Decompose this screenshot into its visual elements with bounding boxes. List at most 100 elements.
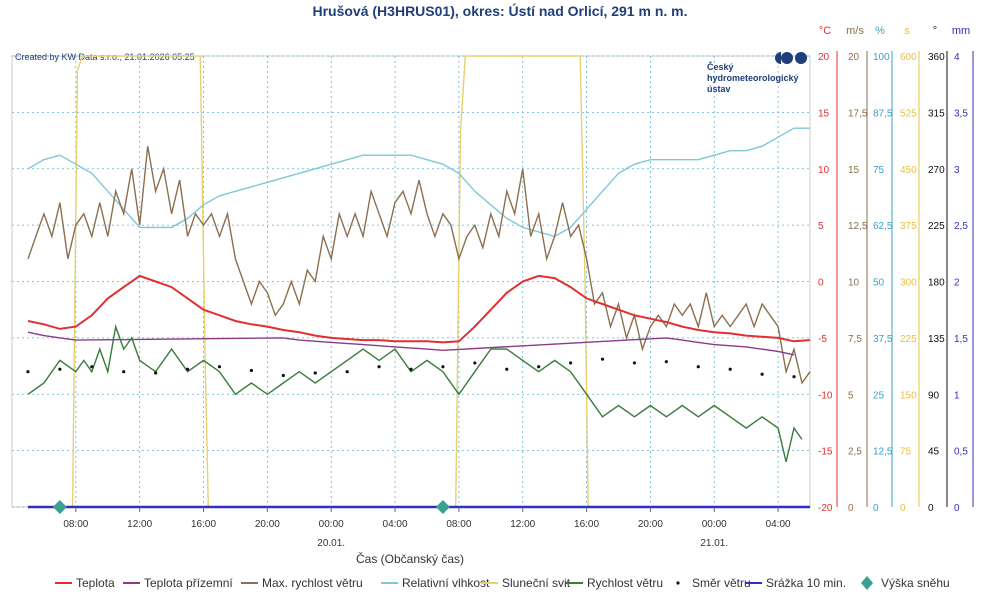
axis-tick-label: 5 [818, 221, 824, 232]
series-point-smer-vetru [281, 373, 285, 378]
series-point-smer-vetru [441, 365, 445, 369]
series-point-smer-vetru [90, 365, 94, 369]
axis-tick-label: 37,5 [873, 334, 893, 345]
x-tick-label: 00:00 [702, 519, 727, 530]
axis-tick-label: 10 [818, 165, 830, 176]
series-point-smer-vetru [505, 367, 509, 371]
axis-tick-label: 10 [848, 278, 860, 289]
series-point-smer-vetru [409, 367, 413, 371]
axis-tick-label: 1 [954, 390, 960, 401]
axis-tick-label: 375 [900, 221, 917, 232]
axis-tick-label: 15 [818, 108, 830, 119]
series-point-smer-vetru [632, 361, 637, 365]
axis-tick-label: 4 [954, 52, 960, 63]
logo-half-circle-icon [775, 52, 781, 64]
logo-text: ústav [707, 84, 731, 94]
axis-tick-label: 0 [818, 278, 824, 289]
series-line-relativni-vlhkost [27, 127, 810, 238]
axis-tick-label: 2,5 [848, 447, 862, 458]
x-tick-label: 16:00 [191, 519, 216, 530]
x-tick-label: 04:00 [383, 519, 408, 530]
axis-tick-label: 135 [928, 334, 945, 345]
series-line-teplota-prizemni [27, 331, 795, 356]
legend-label: Sluneční svit [502, 576, 571, 590]
axis-tick-label: 0 [928, 503, 934, 514]
legend-label: Max. rychlost větru [262, 576, 363, 590]
axis-tick-label: 7,5 [848, 334, 862, 345]
series-line-teplota [27, 274, 811, 344]
axis-tick-label: 2 [954, 278, 960, 289]
axis-tick-label: 87,5 [873, 108, 893, 119]
x-tick-label: 08:00 [63, 519, 88, 530]
axis-tick-label: -5 [818, 334, 827, 345]
series-point-smer-vetru [217, 365, 222, 369]
axis-tick-label: 0 [848, 503, 854, 514]
axis-tick-label: 3 [954, 165, 960, 176]
x-tick-label: 20:00 [638, 519, 663, 530]
axis-unit-prec: mm [952, 25, 970, 37]
series-line-max-rychlost-vetru [27, 146, 811, 385]
axis-tick-label: 17,5 [848, 108, 868, 119]
x-tick-label: 12:00 [510, 519, 535, 530]
series-point-smer-vetru [377, 365, 381, 369]
axis-tick-label: 2,5 [954, 221, 968, 232]
axis-tick-label: 100 [873, 52, 890, 63]
axis-tick-label: 300 [900, 278, 917, 289]
x-tick-label: 20:00 [255, 519, 280, 530]
axis-tick-label: 90 [928, 390, 940, 401]
x-tick-label: 16:00 [574, 519, 599, 530]
x-tick-label: 12:00 [127, 519, 152, 530]
series-point-smer-vetru [569, 361, 573, 365]
axis-tick-label: 360 [928, 52, 945, 63]
series-point-smer-vetru [154, 371, 158, 375]
series-point-smer-vetru [185, 367, 190, 371]
axis-tick-label: 62,5 [873, 221, 893, 232]
axis-tick-label: 150 [900, 390, 917, 401]
axis-tick-label: 12,5 [848, 221, 868, 232]
x-date-label: 20.01. [317, 538, 345, 549]
axis-tick-label: 25 [873, 390, 885, 401]
axis-tick-label: 180 [928, 278, 945, 289]
axis-unit-temp: °C [819, 25, 831, 37]
axis-tick-label: 45 [928, 447, 940, 458]
legend-label: Směr větru [692, 576, 751, 590]
logo-text: hydrometeorologický [707, 73, 799, 83]
axes-layer: °C-20-15-10-505101520m/s02,557,51012,515… [818, 25, 974, 514]
series-point-vyska-snehu [52, 500, 67, 514]
axis-tick-label: 20 [848, 52, 860, 63]
axis-tick-label: 225 [900, 334, 917, 345]
series-point-smer-vetru [696, 365, 700, 369]
axis-tick-label: 15 [848, 165, 860, 176]
x-axis: 08:00 12:00 16:00 20:00 00:00 04:00 08:00 12:00… [63, 507, 791, 549]
legend-label: Teplota přízemní [144, 576, 233, 590]
legend: Teplota Teplota přízemní Max. rychlost vět… [55, 576, 950, 590]
axis-tick-label: -15 [818, 447, 833, 458]
legend-label: Srážka 10 min. [766, 576, 846, 590]
axis-tick-label: 315 [928, 108, 945, 119]
axis-tick-label: 600 [900, 52, 917, 63]
axis-tick-label: 20 [818, 52, 830, 63]
x-tick-label: 08:00 [446, 519, 471, 530]
axis-tick-label: 525 [900, 108, 917, 119]
series-point-smer-vetru [122, 370, 126, 374]
legend-label: Výška sněhu [881, 576, 950, 590]
series-point-smer-vetru [249, 368, 253, 373]
axis-tick-label: 270 [928, 165, 945, 176]
axis-unit-hum: % [875, 25, 885, 37]
x-date-label: 21.01. [700, 538, 728, 549]
series-point-smer-vetru [26, 370, 30, 374]
series-point-smer-vetru [664, 360, 668, 364]
axis-tick-label: 12,5 [873, 447, 893, 458]
logo-text: Český [707, 61, 734, 72]
axis-tick-label: 0 [954, 503, 960, 514]
axis-tick-label: 3,5 [954, 108, 968, 119]
series-point-smer-vetru [728, 367, 732, 371]
series-line-rychlost-vetru [27, 323, 803, 463]
chart-title: Hrušová (H3HRUS01), okres: Ústí nad Orli… [312, 2, 687, 19]
series-point-smer-vetru [537, 365, 541, 369]
grid [11, 55, 811, 508]
axis-tick-label: -20 [818, 503, 833, 514]
axis-unit-wind: m/s [846, 25, 864, 37]
